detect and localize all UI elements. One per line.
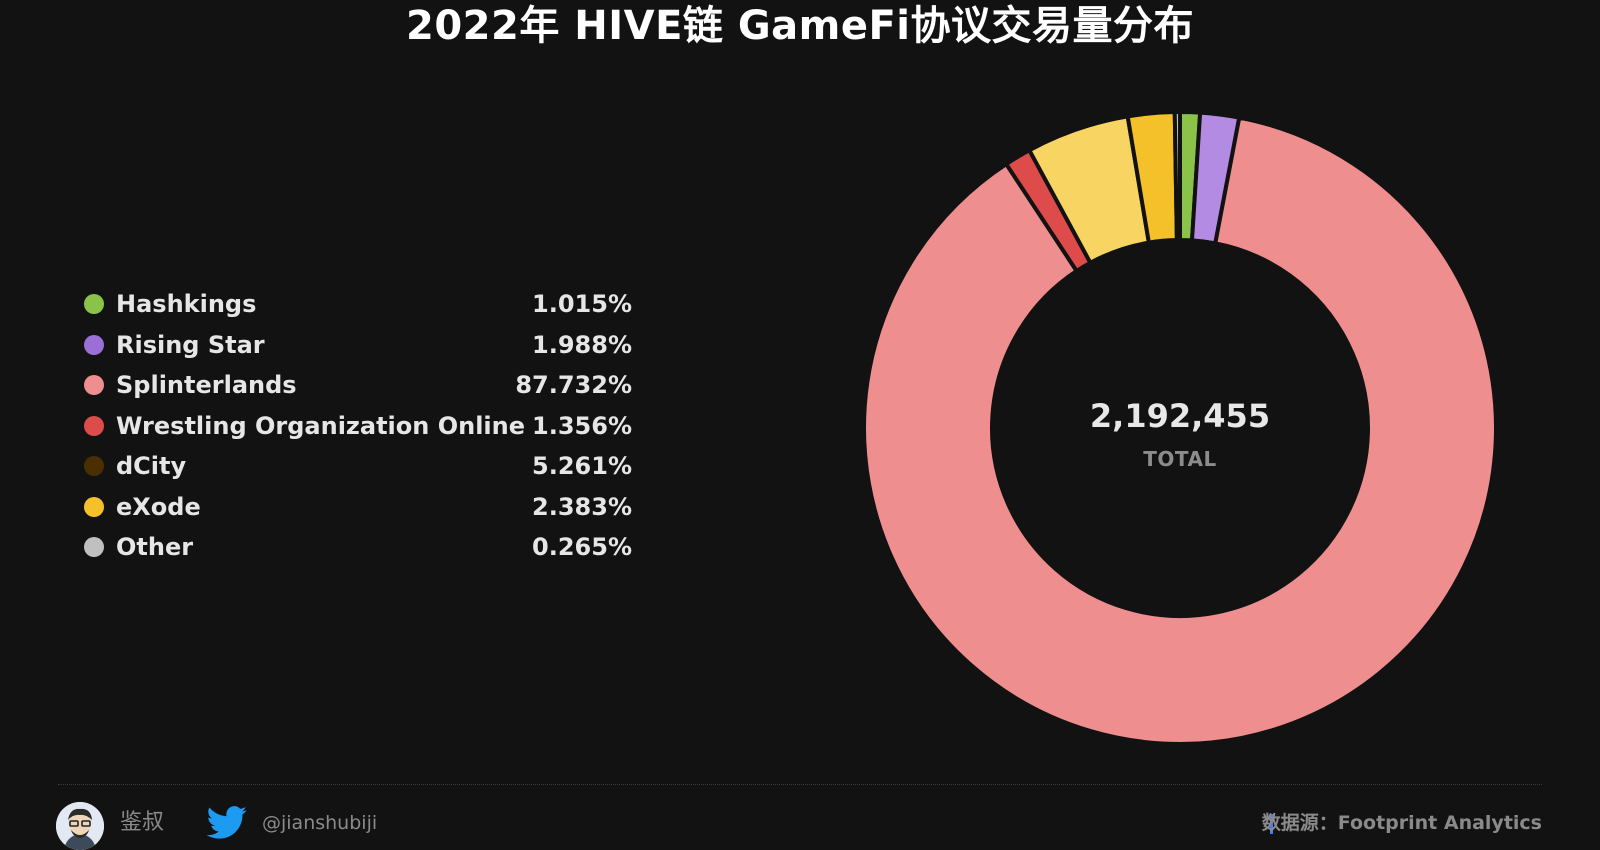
donut-chart (862, 110, 1498, 746)
avatar-portrait-icon (56, 802, 104, 850)
footer-divider (58, 784, 1542, 785)
legend-item-dcity: dCity 5.261% (82, 446, 632, 487)
donut-slice-splinterlands (862, 115, 1498, 746)
legend-label: Hashkings (116, 290, 257, 318)
legend-item-exode: eXode 2.383% (82, 487, 632, 528)
legend-percentage: 2.383% (532, 492, 632, 521)
legend-label: Other (116, 533, 194, 561)
legend-item-wrestling-organization-online: Wrestling Organization Online 1.356% (82, 406, 632, 447)
legend-percentage: 1.356% (532, 411, 632, 440)
author-avatar (56, 802, 104, 850)
legend-percentage: 0.265% (532, 533, 632, 561)
legend-percentage: 1.015% (532, 290, 632, 318)
legend-dot-icon (84, 294, 104, 314)
legend-item-other: Other 0.265% (82, 527, 632, 568)
legend-label: Rising Star (116, 330, 265, 359)
twitter-bird-icon (206, 806, 247, 839)
donut-slice-other (1172, 110, 1182, 243)
legend-percentage: 87.732% (515, 371, 632, 399)
legend-dot-icon (84, 496, 104, 517)
center-total-label: TOTAL (1143, 447, 1217, 471)
legend-dot-icon (84, 334, 104, 355)
twitter-handle: @jianshubiji (262, 812, 378, 834)
legend-dot-icon (84, 537, 104, 557)
legend-label: Wrestling Organization Online (116, 411, 526, 440)
legend-item-hashkings: Hashkings 1.015% (82, 284, 632, 325)
author-name: 鉴叔 (120, 810, 165, 835)
legend-item-rising-star: Rising Star 1.988% (82, 325, 632, 366)
legend-dot-icon (84, 375, 104, 395)
legend-item-splinterlands: Splinterlands 87.732% (82, 365, 632, 406)
legend-label: eXode (116, 492, 201, 521)
center-total-value: 2,192,455 (1089, 397, 1271, 435)
legend-percentage: 5.261% (532, 452, 632, 480)
legend-dot-icon (84, 456, 104, 476)
legend-percentage: 1.988% (532, 330, 632, 359)
data-source: 数据源：Footprint Analytics (1261, 812, 1542, 834)
legend-label: dCity (116, 452, 187, 480)
chart-legend: Hashkings 1.015% Rising Star 1.988% Splinter… (82, 284, 632, 568)
source-accent-bar (1270, 814, 1273, 834)
legend-label: Splinterlands (116, 371, 297, 399)
legend-dot-icon (84, 415, 104, 436)
chart-title: 2022年 HIVE链 GameFi协议交易量分布 (406, 3, 1194, 49)
